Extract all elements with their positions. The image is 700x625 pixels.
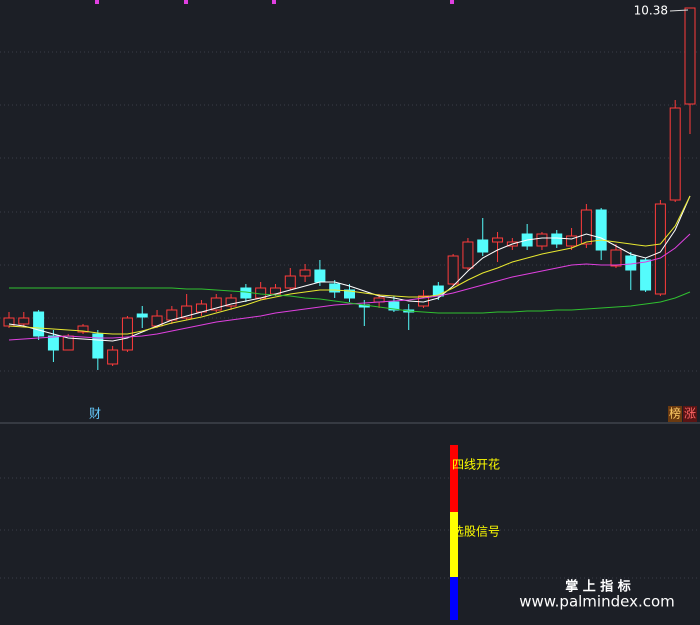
candle-body [477, 239, 489, 253]
candle-body [47, 335, 59, 351]
candle-body [107, 349, 119, 365]
candle-body [136, 313, 148, 318]
candle-body [492, 237, 504, 243]
candle-body [625, 255, 637, 271]
candle-body [255, 287, 267, 299]
grid [0, 51, 700, 579]
max-label: 10.38 [634, 4, 668, 18]
moving-average [8, 233, 691, 341]
candle-body [684, 7, 696, 105]
candle-body [329, 283, 341, 293]
candle-body [344, 289, 355, 299]
marker [184, 0, 188, 4]
candle-body [92, 333, 104, 359]
moving-average [8, 195, 691, 342]
candle-body [595, 209, 607, 251]
candle-body [33, 311, 45, 337]
candle-body [610, 249, 622, 267]
candle-body [240, 287, 252, 299]
moving-average [9, 287, 691, 314]
candle-body [640, 259, 652, 291]
signal-segment [450, 445, 458, 512]
candle-body [654, 203, 666, 295]
marker [95, 0, 99, 4]
candle-body [18, 317, 30, 325]
candle-body [388, 301, 400, 311]
badge: 涨 [684, 406, 696, 421]
watermark-title: 掌 上 指 标 [565, 579, 631, 595]
badge: 榜 [669, 406, 681, 421]
candle-body [566, 235, 578, 247]
signal-segment [450, 512, 458, 577]
candle-body [580, 209, 592, 245]
candle-body [166, 309, 178, 321]
max-pointer [669, 9, 689, 12]
candle-body [314, 269, 326, 283]
watermark-url: www.palmindex.com [519, 593, 675, 611]
signal-label: 选股信号 [452, 525, 500, 539]
candle-body [225, 297, 237, 307]
candle-body [77, 325, 89, 333]
candle-body [210, 297, 222, 311]
candle-body [462, 241, 474, 269]
marker [272, 0, 276, 4]
candle-body [299, 269, 311, 277]
candle-body [536, 233, 548, 247]
badge: 财 [89, 407, 101, 421]
candle-body [447, 255, 459, 285]
candle-body [551, 233, 563, 245]
badge-bg [668, 406, 682, 422]
signal-label: 四线开花 [452, 457, 500, 472]
candle-body [284, 275, 296, 289]
moving-average [8, 195, 691, 335]
candle-body [669, 107, 681, 201]
badge-bg [683, 406, 697, 422]
top-markers [95, 0, 454, 4]
signal-segment [450, 577, 458, 620]
candle-body [181, 305, 193, 319]
marker [450, 0, 454, 4]
